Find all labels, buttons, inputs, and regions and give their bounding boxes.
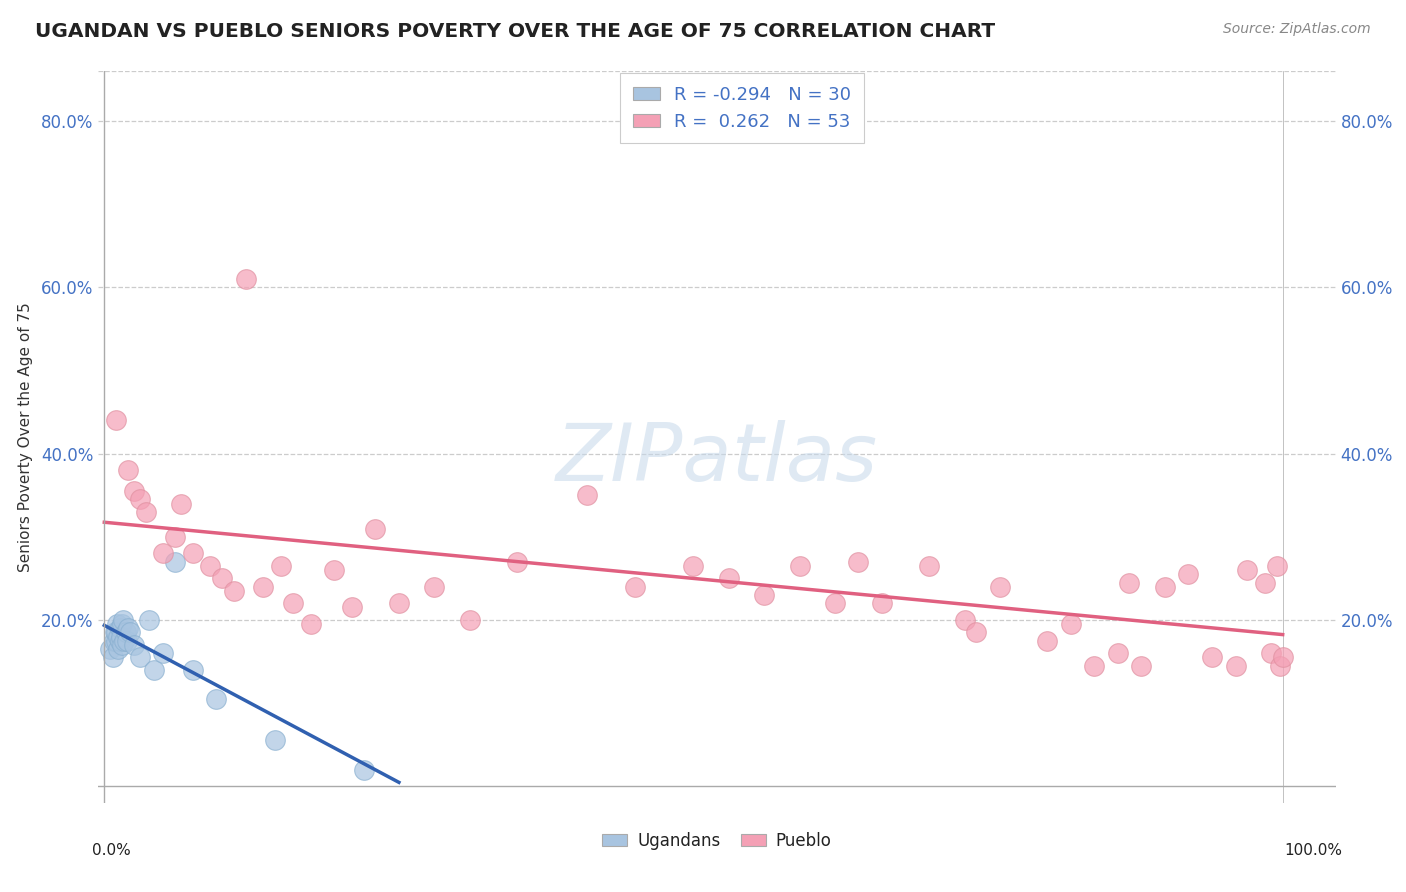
Point [506, 555, 529, 569]
Point [388, 596, 411, 610]
Point [953, 613, 976, 627]
Point [235, 272, 257, 286]
Point [299, 617, 322, 632]
Point [1271, 650, 1294, 665]
Point [1059, 617, 1081, 632]
Point [108, 621, 131, 635]
Point [117, 621, 139, 635]
Point [170, 497, 193, 511]
Point [1036, 633, 1059, 648]
Point [1260, 646, 1282, 660]
Point [323, 563, 346, 577]
Point [252, 580, 274, 594]
Point [122, 638, 145, 652]
Point [754, 588, 776, 602]
Text: Source: ZipAtlas.com: Source: ZipAtlas.com [1223, 22, 1371, 37]
Point [824, 596, 846, 610]
Point [117, 463, 139, 477]
Point [181, 663, 204, 677]
Point [181, 546, 204, 560]
Point [142, 663, 165, 677]
Point [138, 613, 160, 627]
Point [1153, 580, 1175, 594]
Point [107, 630, 129, 644]
Point [200, 558, 222, 573]
Point [128, 650, 150, 665]
Point [623, 580, 645, 594]
Point [114, 625, 136, 640]
Point [1118, 575, 1140, 590]
Point [340, 600, 363, 615]
Point [115, 633, 138, 648]
Point [101, 650, 124, 665]
Point [870, 596, 893, 610]
Point [1177, 567, 1199, 582]
Point [353, 763, 375, 777]
Point [98, 642, 121, 657]
Point [281, 596, 304, 610]
Point [152, 646, 174, 660]
Point [576, 488, 599, 502]
Point [1225, 658, 1247, 673]
Point [1270, 658, 1292, 673]
Point [1130, 658, 1153, 673]
Point [205, 692, 228, 706]
Point [988, 580, 1011, 594]
Point [103, 633, 125, 648]
Point [1265, 558, 1288, 573]
Text: 100.0%: 100.0% [1284, 843, 1341, 858]
Point [458, 613, 481, 627]
Point [222, 583, 245, 598]
Point [152, 546, 174, 560]
Point [163, 555, 186, 569]
Point [111, 638, 134, 652]
Point [423, 580, 446, 594]
Point [112, 633, 135, 648]
Point [918, 558, 941, 573]
Point [1254, 575, 1277, 590]
Point [128, 492, 150, 507]
Point [105, 617, 128, 632]
Text: ZIPatlas: ZIPatlas [555, 420, 879, 498]
Point [122, 484, 145, 499]
Point [107, 642, 129, 657]
Text: 0.0%: 0.0% [93, 843, 131, 858]
Point [789, 558, 811, 573]
Point [163, 530, 186, 544]
Point [211, 571, 233, 585]
Point [717, 571, 740, 585]
Point [264, 733, 287, 747]
Legend: Ugandans, Pueblo: Ugandans, Pueblo [596, 825, 838, 856]
Point [682, 558, 704, 573]
Point [848, 555, 870, 569]
Point [1236, 563, 1258, 577]
Text: UGANDAN VS PUEBLO SENIORS POVERTY OVER THE AGE OF 75 CORRELATION CHART: UGANDAN VS PUEBLO SENIORS POVERTY OVER T… [35, 22, 995, 41]
Point [105, 413, 128, 427]
Point [270, 558, 292, 573]
Point [111, 617, 134, 632]
Point [112, 613, 135, 627]
Point [1107, 646, 1129, 660]
Point [120, 625, 142, 640]
Point [364, 521, 387, 535]
Point [108, 633, 131, 648]
Point [105, 633, 128, 648]
Point [135, 505, 157, 519]
Point [1083, 658, 1105, 673]
Y-axis label: Seniors Poverty Over the Age of 75: Seniors Poverty Over the Age of 75 [18, 302, 32, 572]
Point [110, 630, 132, 644]
Point [104, 625, 127, 640]
Point [105, 625, 128, 640]
Point [965, 625, 987, 640]
Point [1201, 650, 1223, 665]
